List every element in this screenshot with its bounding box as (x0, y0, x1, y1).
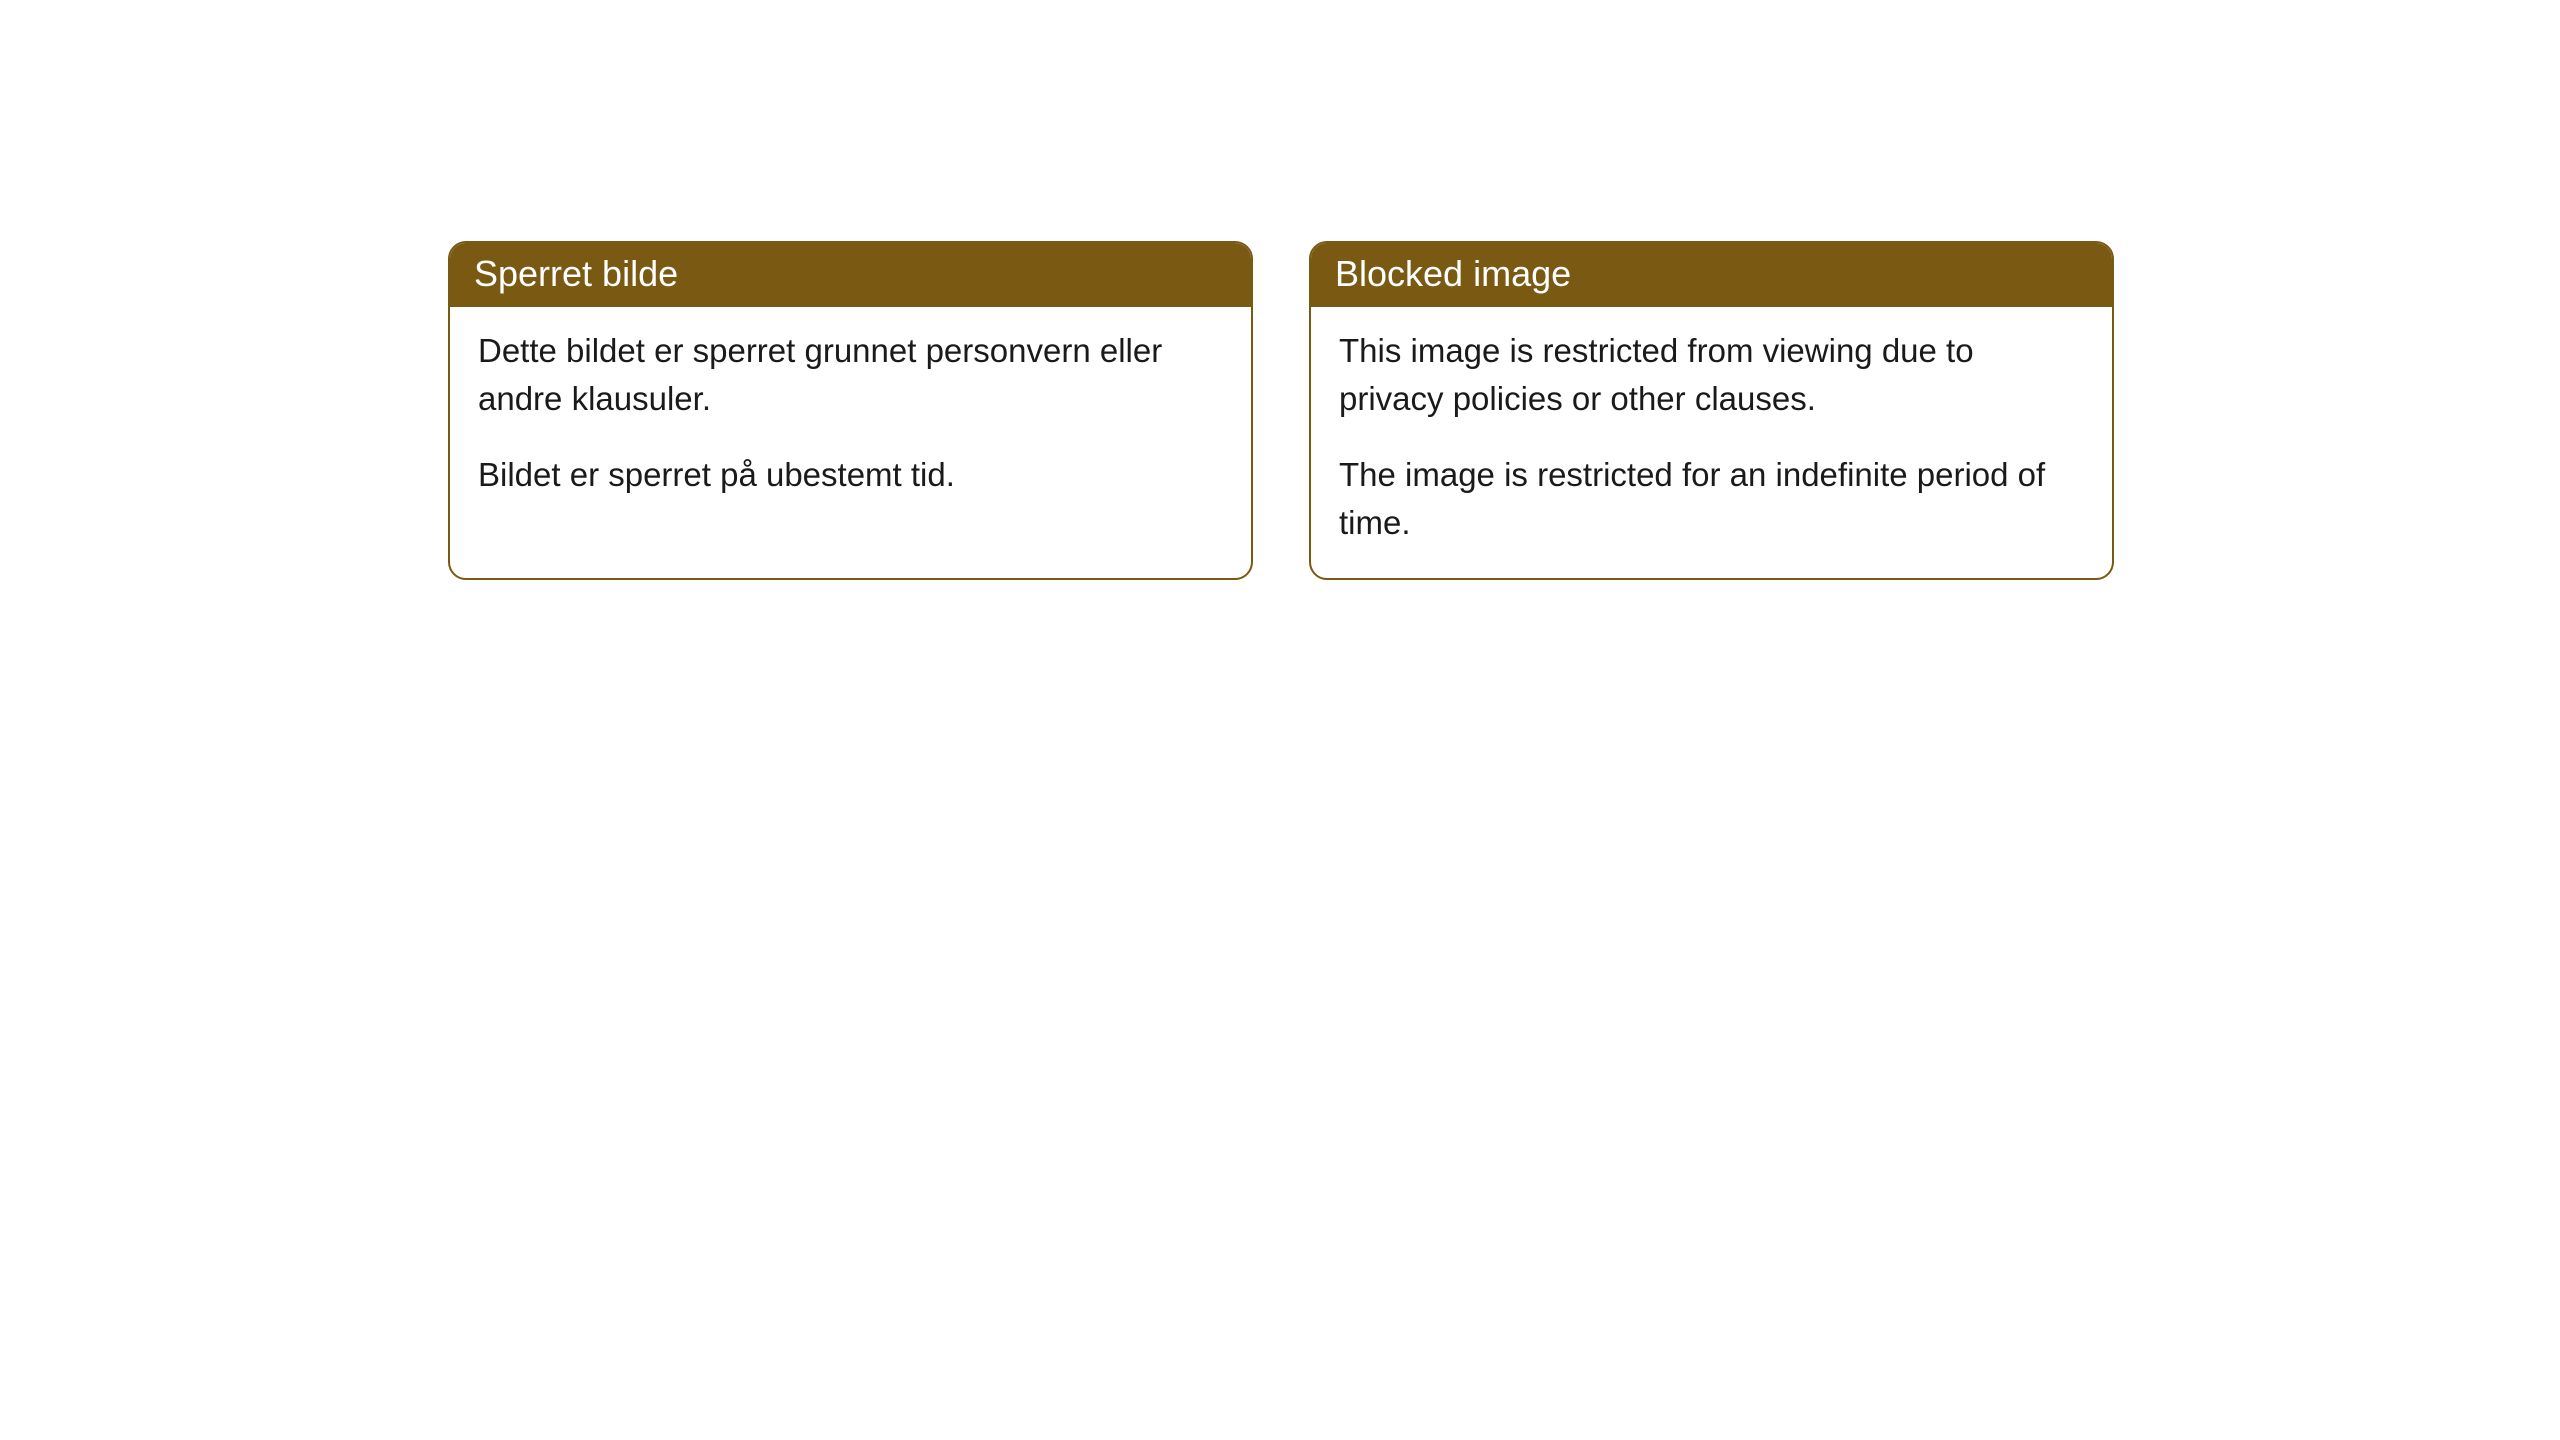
card-header-en: Blocked image (1311, 243, 2112, 307)
card-para2-no: Bildet er sperret på ubestemt tid. (478, 451, 1223, 499)
blocked-image-card-en: Blocked image This image is restricted f… (1309, 241, 2114, 580)
card-body-en: This image is restricted from viewing du… (1311, 307, 2112, 578)
card-title-en: Blocked image (1335, 253, 1571, 294)
card-body-no: Dette bildet er sperret grunnet personve… (450, 307, 1251, 531)
card-para1-no: Dette bildet er sperret grunnet personve… (478, 327, 1223, 423)
card-para1-en: This image is restricted from viewing du… (1339, 327, 2084, 423)
card-title-no: Sperret bilde (474, 253, 678, 294)
card-header-no: Sperret bilde (450, 243, 1251, 307)
card-para2-en: The image is restricted for an indefinit… (1339, 451, 2084, 547)
cards-container: Sperret bilde Dette bildet er sperret gr… (0, 0, 2560, 580)
blocked-image-card-no: Sperret bilde Dette bildet er sperret gr… (448, 241, 1253, 580)
